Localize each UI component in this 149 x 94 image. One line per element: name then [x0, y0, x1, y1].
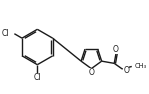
Text: O: O — [113, 45, 119, 54]
Text: O: O — [89, 68, 94, 77]
Text: CH₃: CH₃ — [135, 63, 147, 69]
Text: Cl: Cl — [34, 73, 41, 82]
Text: Cl: Cl — [2, 29, 9, 38]
Text: O: O — [123, 66, 129, 75]
